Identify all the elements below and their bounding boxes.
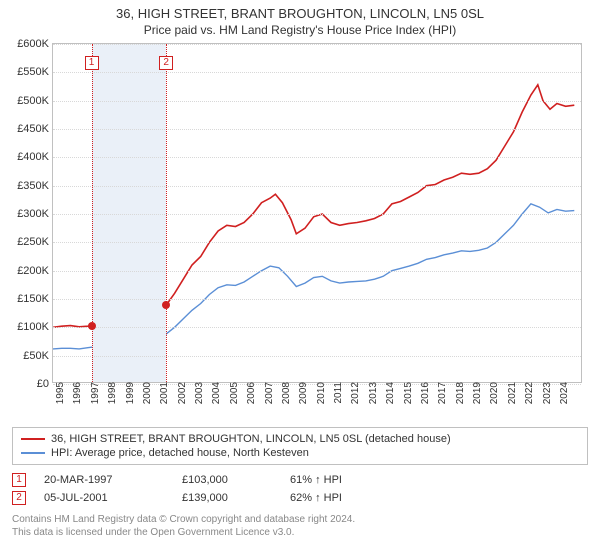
y-tick-label: £100K	[17, 321, 53, 333]
y-tick-label: £350K	[17, 180, 53, 192]
gridline	[53, 242, 581, 243]
chart-title: 36, HIGH STREET, BRANT BROUGHTON, LINCOL…	[12, 6, 588, 21]
sale-date: 05-JUL-2001	[44, 492, 164, 504]
sale-price: £139,000	[182, 492, 272, 504]
sale-price: £103,000	[182, 474, 272, 486]
x-tick-label: 2014	[383, 382, 396, 404]
sale-row: 1 20-MAR-1997 £103,000 61% ↑ HPI	[12, 471, 588, 489]
marker-box: 2	[159, 56, 173, 70]
legend-swatch	[21, 452, 45, 454]
x-tick-label: 2013	[366, 382, 379, 404]
gridline	[53, 72, 581, 73]
x-tick-label: 2003	[192, 382, 205, 404]
x-tick-label: 2009	[296, 382, 309, 404]
x-tick-label: 1995	[53, 382, 66, 404]
y-tick-label: £150K	[17, 293, 53, 305]
gridline	[53, 214, 581, 215]
x-tick-label: 2021	[505, 382, 518, 404]
legend-label: HPI: Average price, detached house, Nort…	[51, 447, 309, 459]
x-tick-label: 2008	[279, 382, 292, 404]
sale-date: 20-MAR-1997	[44, 474, 164, 486]
x-tick-label: 1996	[70, 382, 83, 404]
x-tick-label: 2018	[453, 382, 466, 404]
sale-row: 2 05-JUL-2001 £139,000 62% ↑ HPI	[12, 489, 588, 507]
marker-band	[92, 44, 167, 382]
x-tick-label: 2015	[401, 382, 414, 404]
plot-area: £0£50K£100K£150K£200K£250K£300K£350K£400…	[52, 43, 582, 383]
y-tick-label: £300K	[17, 208, 53, 220]
gridline	[53, 101, 581, 102]
sale-marker-box: 2	[12, 491, 26, 505]
x-tick-label: 2000	[140, 382, 153, 404]
sale-dot	[162, 301, 170, 309]
legend: 36, HIGH STREET, BRANT BROUGHTON, LINCOL…	[12, 427, 588, 465]
gridline	[53, 157, 581, 158]
x-tick-label: 2007	[262, 382, 275, 404]
marker-line	[92, 44, 93, 382]
y-tick-label: £600K	[17, 38, 53, 50]
y-tick-label: £0	[37, 378, 53, 390]
y-tick-label: £400K	[17, 151, 53, 163]
x-tick-label: 2020	[487, 382, 500, 404]
x-tick-label: 2011	[331, 382, 344, 404]
x-tick-label: 2006	[244, 382, 257, 404]
y-tick-label: £500K	[17, 95, 53, 107]
x-tick-label: 2024	[557, 382, 570, 404]
y-tick-label: £200K	[17, 265, 53, 277]
legend-row: 36, HIGH STREET, BRANT BROUGHTON, LINCOL…	[21, 432, 579, 446]
gridline	[53, 44, 581, 45]
x-tick-label: 1997	[88, 382, 101, 404]
x-tick-label: 2017	[435, 382, 448, 404]
x-tick-label: 2012	[348, 382, 361, 404]
gridline	[53, 299, 581, 300]
gridline	[53, 271, 581, 272]
x-tick-label: 2023	[540, 382, 553, 404]
sales-annotations: 1 20-MAR-1997 £103,000 61% ↑ HPI 2 05-JUL-200…	[12, 471, 588, 507]
chart-area: £0 £50K £100K £150K £200K £250K £300K £350K £400…	[12, 43, 588, 423]
sale-delta: 61% ↑ HPI	[290, 474, 342, 486]
x-tick-label: 2004	[209, 382, 222, 404]
legend-row: HPI: Average price, detached house, Nort…	[21, 446, 579, 460]
y-tick-label: £50K	[23, 350, 53, 362]
legend-swatch	[21, 438, 45, 440]
y-tick-label: £250K	[17, 236, 53, 248]
gridline	[53, 129, 581, 130]
chart-subtitle: Price paid vs. HM Land Registry's House …	[12, 23, 588, 37]
x-tick-label: 1999	[123, 382, 136, 404]
x-tick-label: 1998	[105, 382, 118, 404]
attribution-text: Contains HM Land Registry data © Crown c…	[12, 513, 588, 539]
marker-box: 1	[85, 56, 99, 70]
x-tick-label: 2005	[227, 382, 240, 404]
x-tick-label: 2010	[314, 382, 327, 404]
gridline	[53, 356, 581, 357]
x-tick-label: 2016	[418, 382, 431, 404]
marker-line	[166, 44, 167, 382]
sale-delta: 62% ↑ HPI	[290, 492, 342, 504]
x-tick-label: 2001	[157, 382, 170, 404]
x-tick-label: 2019	[470, 382, 483, 404]
sale-dot	[88, 322, 96, 330]
legend-label: 36, HIGH STREET, BRANT BROUGHTON, LINCOL…	[51, 433, 451, 445]
gridline	[53, 186, 581, 187]
gridline	[53, 327, 581, 328]
y-tick-label: £550K	[17, 66, 53, 78]
x-tick-label: 2002	[175, 382, 188, 404]
y-tick-label: £450K	[17, 123, 53, 135]
sale-marker-box: 1	[12, 473, 26, 487]
x-tick-label: 2022	[522, 382, 535, 404]
